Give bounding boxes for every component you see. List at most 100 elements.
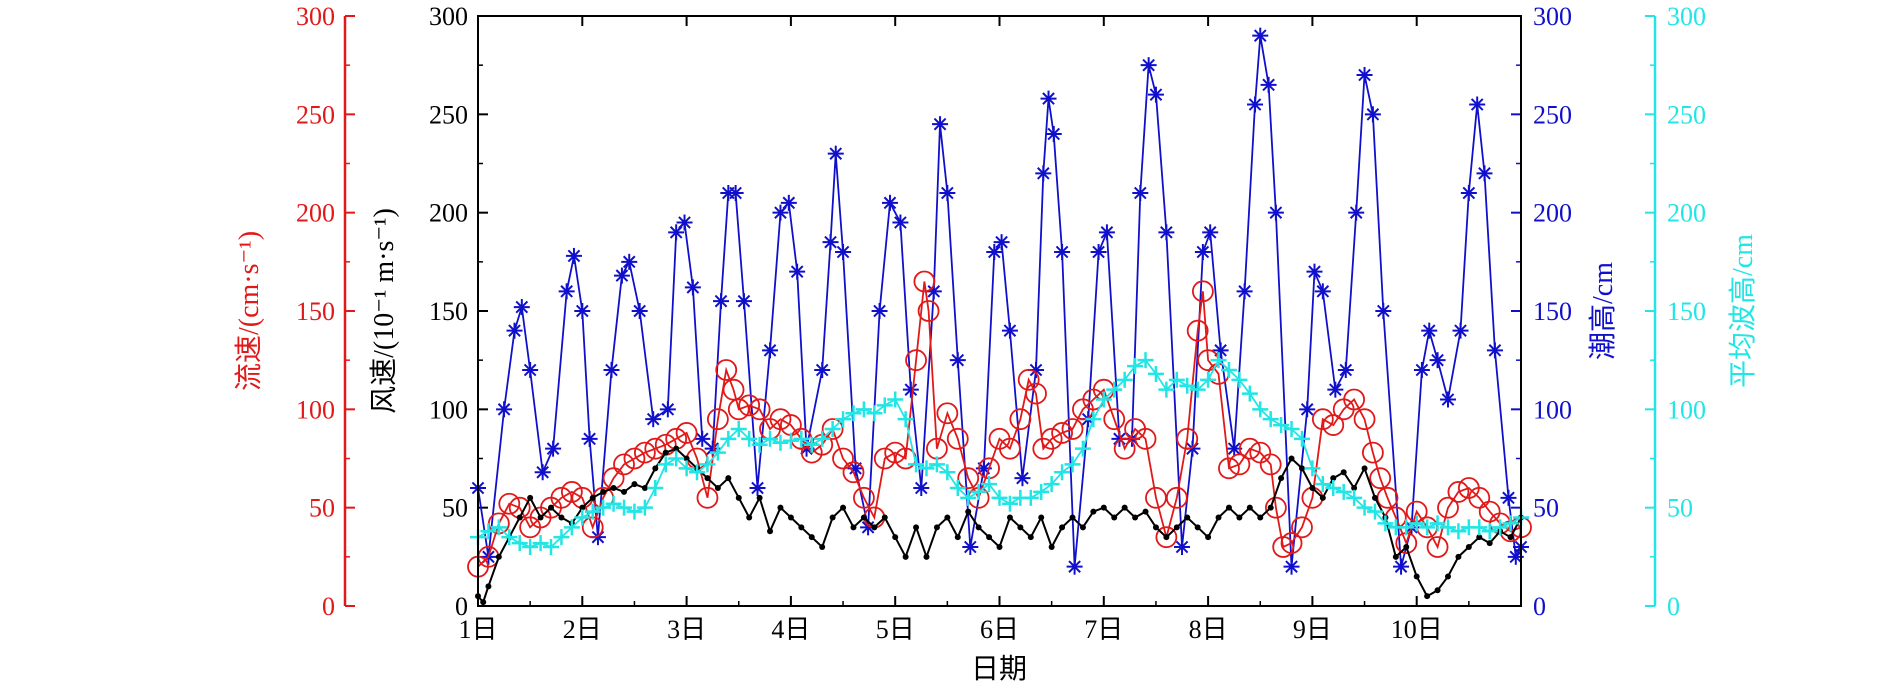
tide-point [1394,560,1408,573]
flow-point [1186,319,1209,342]
flow-point [1191,280,1214,303]
flow-point [613,453,635,476]
flow-point [917,300,940,322]
flow-point [1291,516,1313,539]
flow-point [675,422,698,444]
wind-point [516,514,523,521]
y-tick-label-wind: 100 [429,395,468,424]
tide-point [1068,560,1081,573]
wind-point [631,481,638,488]
y-tick-label-wave: 300 [1667,2,1706,31]
wind-point [1048,544,1055,550]
wind-point [850,524,857,531]
y-tick-label-wind: 150 [429,297,468,326]
wind-point [704,475,711,482]
y-tick-label-tide: 50 [1533,494,1559,523]
tide-point [508,324,521,337]
wind-point [923,553,930,560]
flow-point [623,447,646,470]
tide-point [575,304,589,318]
tide-point [567,249,581,263]
flow-point [1061,418,1084,440]
y-tick-label-wave: 150 [1667,297,1706,326]
wind-point [527,494,534,501]
tide-point [669,226,683,239]
tide-point [686,281,700,294]
tide-point [1349,206,1363,219]
tide-point [873,304,886,318]
wind-point [860,514,867,521]
series-wave [470,352,1529,555]
wind-point [840,504,847,511]
y-tick-label-flow: 50 [309,494,335,523]
tide-point [1175,540,1189,554]
wind-point [954,534,961,541]
wind-point [1465,544,1472,550]
y-tick-label-wave: 250 [1667,100,1706,129]
wind-point [1507,534,1514,541]
wind-point [787,514,794,521]
wind-point [1486,540,1493,547]
wind-point [1340,469,1347,476]
tide-point [695,432,709,446]
tide-point [1042,92,1055,105]
tide-point [1133,186,1147,200]
tide-point [1047,127,1061,141]
wind-point [1298,465,1305,472]
flow-point [1103,408,1126,431]
tide-point [904,383,918,396]
wind-point [1215,514,1222,521]
tide-point [1358,68,1371,82]
tide-point [1160,226,1173,239]
wind-point [1455,553,1462,560]
tide-point [1142,58,1155,72]
wind-point [735,494,742,501]
tide-point [836,245,850,259]
tide-point [1248,98,1262,111]
wind-point [1090,508,1097,515]
flow-point [1264,496,1287,519]
tide-point [1238,285,1251,298]
tide-point [1262,78,1275,92]
flow-point [560,481,583,503]
wind-point [1184,514,1191,521]
series-line-wind [477,447,1522,605]
flow-point [957,467,980,490]
y-tick-label-flow: 150 [296,297,335,326]
flow-point [1009,408,1032,431]
tide-point [714,294,728,308]
flow-point [1369,467,1392,490]
wind-point [652,465,659,472]
tide-point [1377,304,1390,318]
plot-frame [477,15,1522,607]
tide-point [1003,324,1017,337]
wind-point [1392,553,1399,560]
tide-point [523,363,537,377]
flow-point [1468,486,1491,509]
tide-point [1285,560,1298,573]
flow-point [748,398,771,421]
y-tick-label-tide: 250 [1533,100,1572,129]
flow-point [696,486,719,509]
tide-point [1316,285,1330,298]
flow-point [1176,427,1199,450]
flow-point [1259,453,1282,476]
tide-point [1441,393,1455,406]
wind-point [548,504,555,511]
x-tick-label: 7日 [1084,615,1123,644]
y-axis-title-wave: 平均波高/cm [1727,234,1759,388]
y-tick-label-wave: 0 [1667,592,1680,621]
y-tick-label-wave: 100 [1667,395,1706,424]
wind-point [871,524,878,531]
flow-point [1218,457,1240,480]
wind-point [1100,504,1107,511]
y-tick-label-wind: 0 [455,592,468,621]
wind-point [1006,514,1013,521]
wind-point [589,494,596,501]
x-tick-label: 10日 [1391,615,1443,644]
wind-point [662,449,669,456]
x-axis-title: 日期 [971,654,1027,685]
tide-point [1509,550,1523,564]
wind-point [641,485,648,491]
